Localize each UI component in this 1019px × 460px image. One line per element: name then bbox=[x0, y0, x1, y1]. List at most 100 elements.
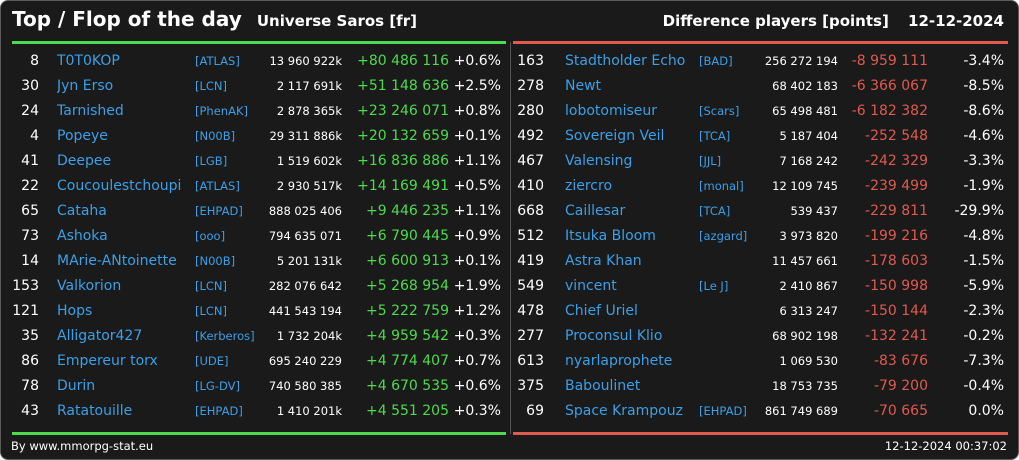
alliance-tag-link[interactable]: [LG-DV] bbox=[195, 379, 240, 393]
player-name-link[interactable]: Ashoka bbox=[57, 228, 108, 244]
player-name-link[interactable]: ziercro bbox=[565, 178, 613, 194]
points-difference: -83 676 bbox=[873, 353, 928, 369]
table-row: 277 Proconsul Klio 68 902 198 -132 241 -0.2% bbox=[512, 324, 1010, 349]
player-name-link[interactable]: Empereur torx bbox=[57, 353, 158, 369]
player-name-link[interactable]: Sovereign Veil bbox=[565, 128, 665, 144]
table-row: 8 T0T0KOP [ATLAS] 13 960 922k +80 486 116 +0.… bbox=[9, 49, 507, 74]
player-name-link[interactable]: Newt bbox=[565, 78, 602, 94]
percent-change: -29.9% bbox=[954, 203, 1004, 219]
player-points: 2 930 517k bbox=[276, 179, 342, 193]
flop-bottom-line bbox=[513, 432, 1008, 435]
alliance-tag-link[interactable]: [EHPAD] bbox=[195, 404, 243, 418]
percent-change: +2.5% bbox=[453, 78, 501, 94]
table-row: 478 Chief Uriel 6 313 247 -150 144 -2.3% bbox=[512, 299, 1010, 324]
alliance-tag-link[interactable]: [N00B] bbox=[195, 254, 236, 268]
player-name-link[interactable]: vincent bbox=[565, 278, 617, 294]
points-difference: -178 603 bbox=[865, 253, 928, 269]
player-points: 539 437 bbox=[790, 204, 838, 218]
alliance-tag-link[interactable]: [azgard] bbox=[699, 229, 748, 243]
alliance-tag-link[interactable]: [LCN] bbox=[195, 304, 228, 318]
player-rank: 613 bbox=[517, 353, 544, 369]
player-name-link[interactable]: Coucoulestchoupi bbox=[57, 178, 182, 194]
player-rank: 478 bbox=[517, 303, 544, 319]
player-name-link[interactable]: Chief Uriel bbox=[565, 303, 638, 319]
player-rank: 467 bbox=[517, 153, 544, 169]
alliance-tag-link[interactable]: [JJL] bbox=[699, 154, 722, 168]
player-rank: 549 bbox=[517, 278, 544, 294]
alliance-tag-link[interactable]: [UDE] bbox=[195, 354, 229, 368]
player-name-link[interactable]: Ratatouille bbox=[57, 403, 133, 419]
alliance-tag-link[interactable]: [Kerberos] bbox=[195, 329, 255, 343]
player-name-link[interactable]: Deepee bbox=[57, 153, 112, 169]
points-difference: +16 836 886 bbox=[357, 153, 449, 169]
player-name-link[interactable]: Popeye bbox=[57, 128, 108, 144]
player-name-link[interactable]: Hops bbox=[57, 303, 93, 319]
player-name-link[interactable]: Itsuka Bloom bbox=[565, 228, 656, 244]
player-name-link[interactable]: T0T0KOP bbox=[57, 53, 120, 69]
alliance-tag-link[interactable]: [EHPAD] bbox=[195, 204, 243, 218]
alliance-tag-link[interactable]: [monal] bbox=[699, 179, 744, 193]
alliance-tag-link[interactable]: [ATLAS] bbox=[195, 179, 240, 193]
points-difference: -70 665 bbox=[873, 403, 928, 419]
player-points: 29 311 886k bbox=[269, 129, 342, 143]
alliance-tag-link[interactable]: [EHPAD] bbox=[699, 404, 747, 418]
alliance-tag-link[interactable]: [ATLAS] bbox=[195, 54, 240, 68]
alliance-tag-link[interactable]: [N00B] bbox=[195, 129, 236, 143]
percent-change: -8.6% bbox=[963, 103, 1004, 119]
percent-change: -4.8% bbox=[963, 228, 1004, 244]
player-name-link[interactable]: lobotomiseur bbox=[565, 103, 658, 119]
alliance-tag-link[interactable]: [PhenAK] bbox=[195, 104, 248, 118]
table-row: 121 Hops [LCN] 441 543 194 +5 222 759 +1.2% bbox=[9, 299, 507, 324]
table-row: 73 Ashoka [ooo] 794 635 071 +6 790 445 +0.9% bbox=[9, 224, 507, 249]
player-name-link[interactable]: Alligator427 bbox=[57, 328, 143, 344]
percent-change: +0.8% bbox=[453, 103, 501, 119]
player-name-link[interactable]: Stadtholder Echo bbox=[565, 53, 686, 69]
player-points: 861 749 689 bbox=[764, 404, 838, 418]
player-rank: 30 bbox=[21, 78, 39, 94]
player-name-link[interactable]: Astra Khan bbox=[565, 253, 642, 269]
player-points: 13 960 922k bbox=[269, 54, 342, 68]
player-name-link[interactable]: Proconsul Klio bbox=[565, 328, 663, 344]
percent-change: +0.5% bbox=[453, 178, 501, 194]
player-name-link[interactable]: Valensing bbox=[565, 153, 633, 169]
points-difference: +5 222 759 bbox=[366, 303, 449, 319]
percent-change: -3.3% bbox=[963, 153, 1004, 169]
player-name-link[interactable]: Space Krampouz bbox=[565, 403, 683, 419]
percent-change: +0.6% bbox=[453, 53, 501, 69]
table-row: 14 MArie-ANtoinette [N00B] 5 201 131k +6 600… bbox=[9, 249, 507, 274]
alliance-tag-link[interactable]: [LGB] bbox=[195, 154, 228, 168]
alliance-tag-link[interactable]: [TCA] bbox=[699, 129, 731, 143]
footer-credit[interactable]: By www.mmorpg-stat.eu bbox=[11, 439, 154, 453]
player-name-link[interactable]: Valkorion bbox=[57, 278, 122, 294]
alliance-tag-link[interactable]: [LCN] bbox=[195, 79, 228, 93]
alliance-tag-link[interactable]: [BAD] bbox=[699, 54, 733, 68]
alliance-tag-link[interactable]: [Le J] bbox=[699, 279, 729, 293]
table-row: 467 Valensing [JJL] 7 168 242 -242 329 -3.3% bbox=[512, 149, 1010, 174]
player-name-link[interactable]: Cataha bbox=[57, 203, 107, 219]
alliance-tag-link[interactable]: [TCA] bbox=[699, 204, 731, 218]
player-name-link[interactable]: Durin bbox=[57, 378, 96, 394]
player-name-link[interactable]: Tarnished bbox=[57, 103, 124, 119]
top-bottom-line bbox=[12, 432, 506, 435]
player-name-link[interactable]: MArie-ANtoinette bbox=[57, 253, 177, 269]
player-rank: 419 bbox=[517, 253, 544, 269]
player-rank: 69 bbox=[526, 403, 544, 419]
alliance-tag-link[interactable]: [Scars] bbox=[699, 104, 740, 118]
points-difference: +4 670 535 bbox=[366, 378, 449, 394]
player-name-link[interactable]: Caillesar bbox=[565, 203, 626, 219]
player-points: 7 168 242 bbox=[779, 154, 838, 168]
player-name-link[interactable]: nyarlaprophete bbox=[565, 353, 673, 369]
top-accent-line bbox=[12, 41, 506, 44]
table-row: 4 Popeye [N00B] 29 311 886k +20 132 659 +0.1% bbox=[9, 124, 507, 149]
player-name-link[interactable]: Jyn Erso bbox=[57, 78, 114, 94]
table-row: 668 Caillesar [TCA] 539 437 -229 811 -29.9% bbox=[512, 199, 1010, 224]
alliance-tag-link[interactable]: [ooo] bbox=[195, 229, 226, 243]
percent-change: +0.3% bbox=[453, 403, 501, 419]
player-rank: 410 bbox=[517, 178, 544, 194]
player-name-link[interactable]: Baboulinet bbox=[565, 378, 641, 394]
alliance-tag-link[interactable]: [LCN] bbox=[195, 279, 228, 293]
player-rank: 8 bbox=[30, 53, 39, 69]
player-points: 441 543 194 bbox=[268, 304, 342, 318]
table-row: 278 Newt 68 402 183 -6 366 067 -8.5% bbox=[512, 74, 1010, 99]
table-row: 410 ziercro [monal] 12 109 745 -239 499 -1.9% bbox=[512, 174, 1010, 199]
